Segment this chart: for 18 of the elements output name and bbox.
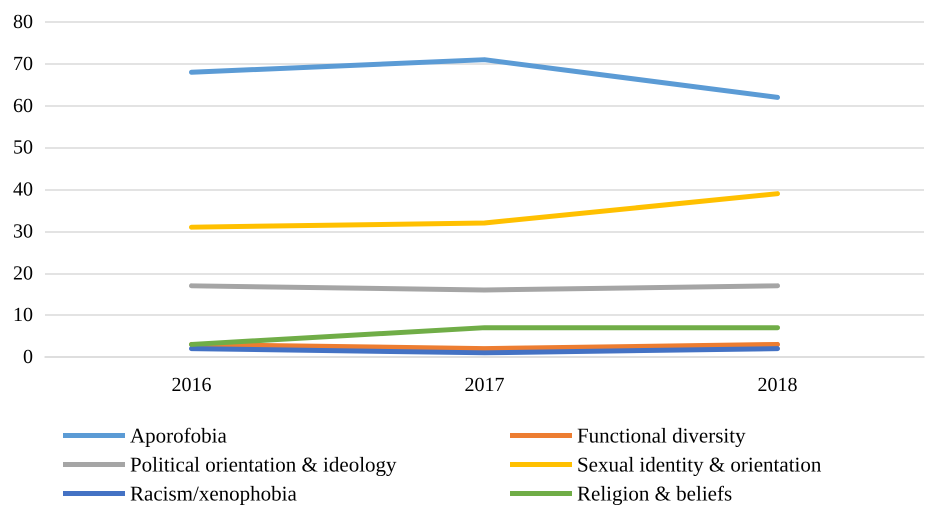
y-tick-label: 80 [13, 11, 33, 33]
x-tick-label: 2017 [464, 374, 504, 396]
legend-label: Racism/xenophobia [130, 482, 298, 506]
x-tick-label: 2016 [172, 374, 212, 396]
y-tick-label: 40 [13, 178, 33, 200]
y-tick-label: 50 [13, 136, 33, 159]
legend-label: Political orientation & ideology [130, 452, 398, 476]
x-tick-label: 2018 [758, 374, 798, 396]
legend-label: Religion & beliefs [577, 482, 732, 506]
legend-label: Functional diversity [577, 424, 746, 448]
legend-label: Aporofobia [130, 424, 228, 448]
y-tick-label: 10 [13, 304, 33, 326]
y-tick-label: 60 [13, 94, 33, 117]
y-tick-label: 70 [13, 52, 33, 75]
y-tick-label: 20 [13, 262, 33, 284]
y-tick-label: 0 [23, 346, 33, 368]
y-tick-label: 30 [13, 220, 33, 242]
legend-label: Sexual identity & orientation [577, 452, 822, 476]
